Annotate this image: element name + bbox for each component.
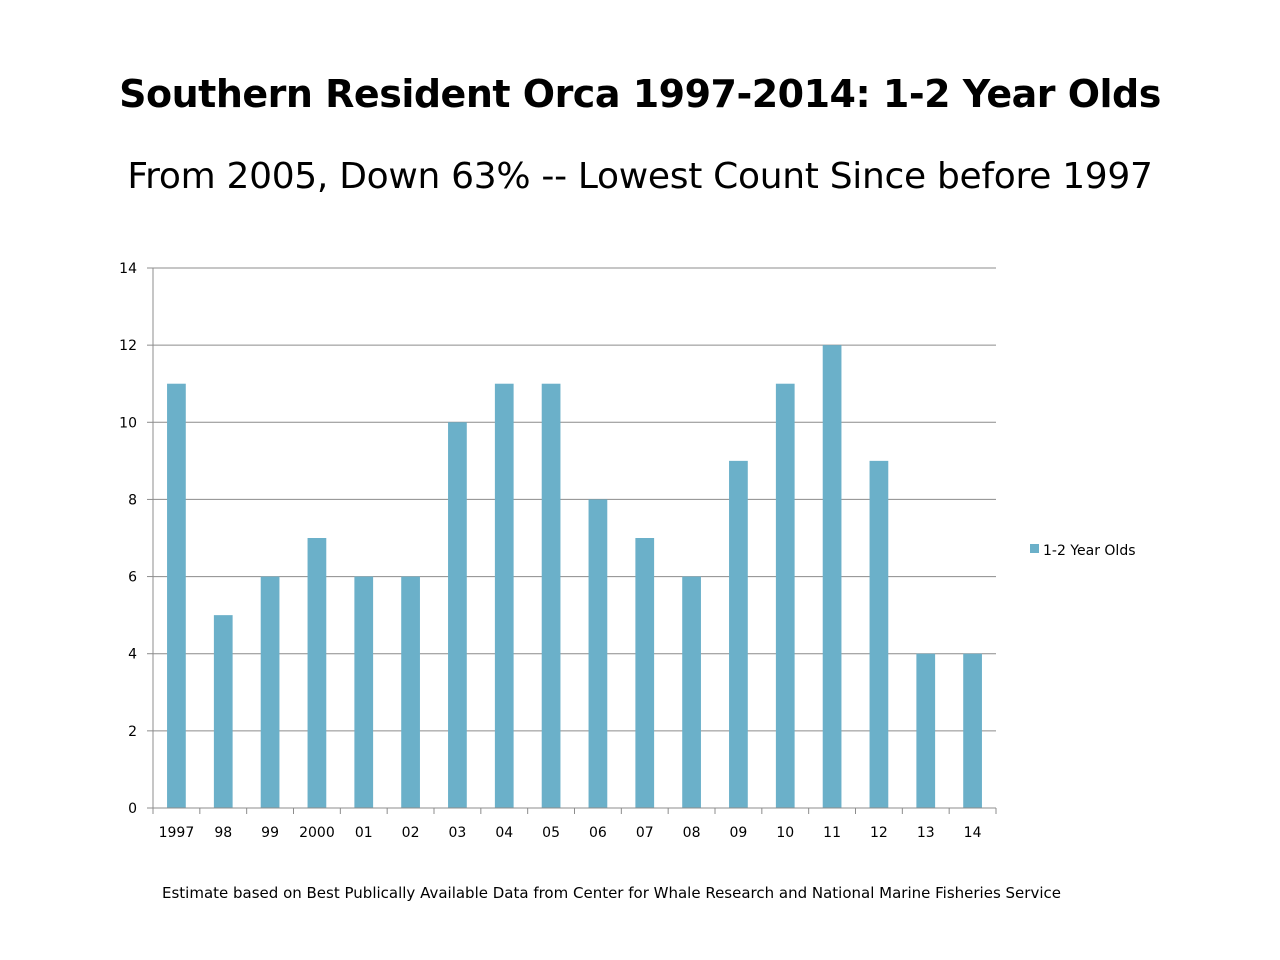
- legend-label: 1-2 Year Olds: [1043, 543, 1136, 559]
- grid-lines: [153, 267, 996, 732]
- x-tick-label: 02: [402, 825, 420, 841]
- x-tick-label: 13: [917, 825, 935, 841]
- bar: [260, 576, 280, 808]
- x-tick-label: 07: [636, 825, 654, 841]
- bar: [682, 576, 701, 808]
- x-tick-label: 12: [870, 825, 888, 841]
- x-tick-label: 10: [776, 825, 794, 841]
- x-tick-label: 09: [730, 825, 748, 841]
- y-tick-label: 8: [128, 492, 137, 508]
- bar: [213, 615, 233, 808]
- bar: [541, 383, 561, 808]
- y-tick-labels: 0 2 4 6 8 10 12 14: [119, 261, 137, 817]
- legend-swatch: [1030, 544, 1039, 553]
- chart-subtitle: From 2005, Down 63% -- Lowest Count Sinc…: [127, 156, 1153, 197]
- bar-series: [167, 345, 982, 808]
- legend: 1-2 Year Olds: [1030, 543, 1136, 559]
- bar: [307, 538, 327, 808]
- bar: [401, 576, 420, 808]
- y-tick-label: 10: [119, 415, 137, 431]
- y-tick-label: 12: [119, 338, 137, 354]
- y-tick-label: 4: [128, 647, 137, 663]
- bar: [822, 345, 842, 808]
- x-tick-label: 99: [261, 825, 279, 841]
- bar: [588, 499, 608, 808]
- x-tick-label: 06: [589, 825, 607, 841]
- bar: [963, 653, 982, 808]
- bar: [635, 538, 655, 808]
- y-tick-label: 0: [128, 801, 137, 817]
- x-tick-label: 01: [355, 825, 373, 841]
- bar: [729, 460, 748, 808]
- x-tick-label: 05: [542, 825, 560, 841]
- x-tick-label: 2000: [299, 825, 335, 841]
- bar: [869, 460, 889, 808]
- bar: [494, 383, 514, 808]
- x-tick-label: 1997: [159, 825, 195, 841]
- chart-title: Southern Resident Orca 1997-2014: 1-2 Ye…: [119, 72, 1161, 116]
- x-tick-label: 03: [449, 825, 467, 841]
- x-tick-labels: 1997 98 99 2000 01 02 03 04 05 06 07 08 09 10 11 12 13 14: [159, 825, 982, 841]
- bar: [775, 383, 795, 808]
- x-tick-label: 11: [823, 825, 841, 841]
- bar: [916, 653, 936, 808]
- bar: [354, 576, 374, 808]
- bar: [167, 383, 186, 808]
- x-tick-label: 04: [495, 825, 513, 841]
- x-tick-label: 98: [214, 825, 232, 841]
- bar: [448, 422, 467, 808]
- x-tick-label: 14: [964, 825, 982, 841]
- x-tick-label: 08: [683, 825, 701, 841]
- y-tick-label: 6: [128, 570, 137, 586]
- y-tick-label: 14: [119, 261, 137, 277]
- source-footnote: Estimate based on Best Publically Availa…: [162, 884, 1061, 902]
- axes: [147, 267, 997, 814]
- y-tick-label: 2: [128, 724, 137, 740]
